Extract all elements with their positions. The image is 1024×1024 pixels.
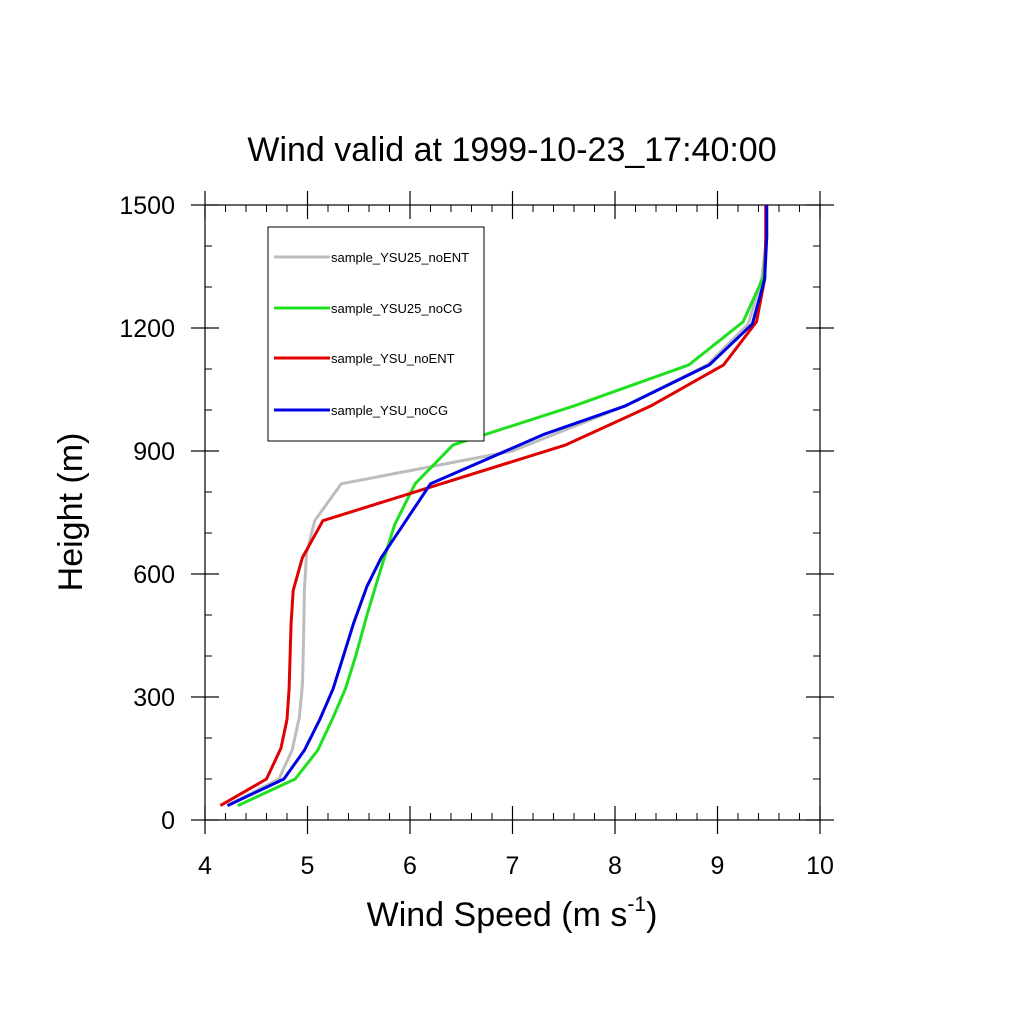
legend-label-1: sample_YSU25_noENT [331,250,469,265]
x-tick-label: 4 [198,852,212,880]
x-tick-label: 9 [711,852,725,880]
series-line-sample-ysu-nocg [226,205,769,807]
y-tick-label: 0 [161,807,175,835]
legend: sample_YSU25_noENT sample_YSU25_noCG sam… [267,226,485,442]
y-tick-label: 1500 [119,192,175,220]
legend-label-2: sample_YSU25_noCG [331,301,463,316]
y-tick-label: 1200 [119,315,175,343]
x-tick-label: 5 [301,852,315,880]
y-tick-label: 600 [133,561,175,589]
x-tick-label: 10 [806,852,834,880]
y-tick-label: 300 [133,684,175,712]
x-tick-label: 7 [506,852,520,880]
series-line-sample-ysu25-noent [226,205,769,807]
legend-label-3: sample_YSU_noENT [331,351,455,366]
series-lines [219,205,769,807]
chart-title: Wind valid at 1999-10-23_17:40:00 [247,131,776,169]
legend-label-4: sample_YSU_noCG [331,403,448,418]
x-tick-label: 8 [608,852,622,880]
y-axis-label: Height (m) [52,433,90,592]
series-line-sample-ysu-noent [219,205,768,807]
major-ticks [191,191,834,834]
x-tick-label: 6 [403,852,417,880]
tick-labels: 4 5 6 7 8 9 10 0 300 600 900 1200 1500 [119,192,834,880]
legend-box [267,226,485,442]
series-line-sample-ysu25-nocg [237,205,769,807]
x-axis-label: Wind Speed (m s-1) [367,893,658,934]
y-tick-label: 900 [133,438,175,466]
